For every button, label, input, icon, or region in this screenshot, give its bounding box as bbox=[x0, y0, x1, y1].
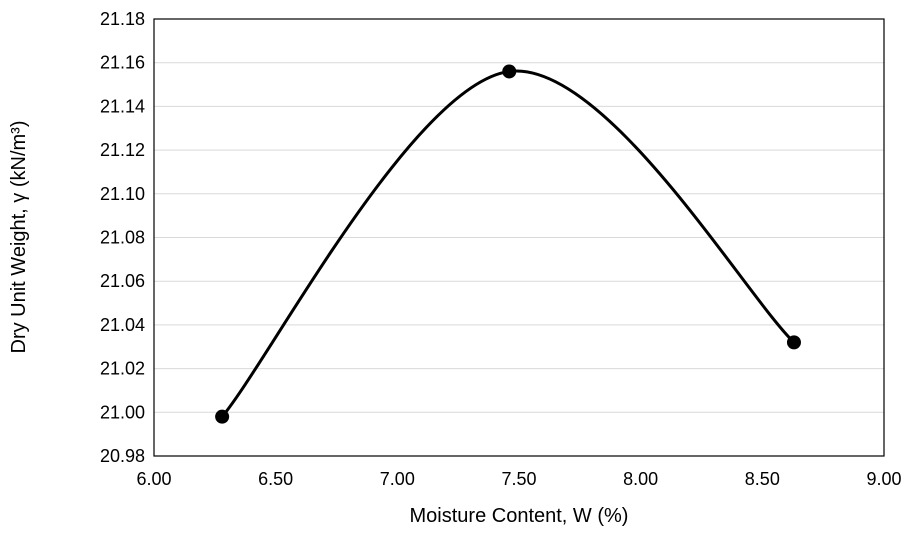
series-line bbox=[220, 69, 796, 418]
data-points bbox=[215, 64, 801, 424]
data-point bbox=[215, 409, 230, 424]
y-tick-label: 21.12 bbox=[100, 140, 145, 160]
plot-area-border bbox=[153, 18, 885, 457]
x-axis-ticks: 6.00 6.50 7.00 7.50 8.00 8.50 9.00 bbox=[136, 469, 901, 489]
x-tick-label: 9.00 bbox=[866, 469, 901, 489]
y-tick-label: 21.10 bbox=[100, 184, 145, 204]
gridlines bbox=[154, 62, 884, 413]
data-point bbox=[502, 64, 517, 79]
data-point bbox=[786, 335, 801, 350]
y-tick-label: 21.04 bbox=[100, 315, 145, 335]
x-tick-label: 6.00 bbox=[136, 469, 171, 489]
y-tick-label: 21.14 bbox=[100, 96, 145, 116]
series-curve-layer bbox=[220, 69, 796, 418]
x-tick-label: 6.50 bbox=[258, 469, 293, 489]
y-axis-title: Dry Unit Weight, γ (kN/m³) bbox=[8, 121, 30, 354]
x-tick-label: 7.50 bbox=[501, 469, 536, 489]
y-tick-label: 21.16 bbox=[100, 53, 145, 73]
x-tick-label: 8.50 bbox=[745, 469, 780, 489]
x-tick-label: 8.00 bbox=[623, 469, 658, 489]
y-tick-label: 20.98 bbox=[100, 446, 145, 466]
y-tick-label: 21.08 bbox=[100, 228, 145, 248]
x-tick-label: 7.00 bbox=[380, 469, 415, 489]
y-tick-label: 21.06 bbox=[100, 271, 145, 291]
y-tick-label: 21.00 bbox=[100, 402, 145, 422]
y-axis-ticks: 20.98 21.00 21.02 21.04 21.06 21.08 21.10 21.12… bbox=[100, 9, 145, 466]
x-axis-title: Moisture Content, W (%) bbox=[410, 505, 629, 527]
y-tick-label: 21.02 bbox=[100, 359, 145, 379]
y-tick-label: 21.18 bbox=[100, 9, 145, 29]
